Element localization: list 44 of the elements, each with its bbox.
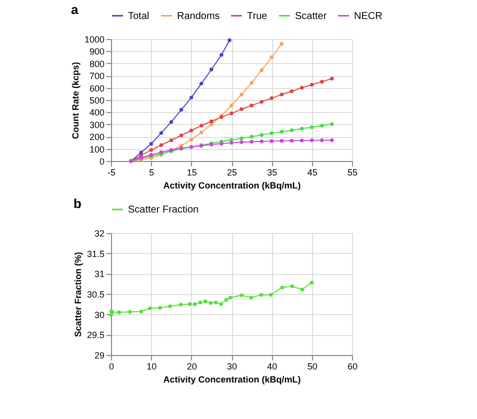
x-tick-label: 25	[226, 168, 238, 178]
chart-title: b	[73, 196, 82, 211]
y-tick-label: 31.5	[86, 248, 104, 259]
y-tick-label: 300	[89, 120, 104, 130]
y-axis-title: Count Rate (kcps)	[70, 62, 80, 140]
x-tick-label: 35	[267, 168, 278, 178]
y-tick-label: 29.5	[86, 330, 104, 340]
y-tick-label: 500	[89, 96, 104, 106]
x-tick-label: 0	[108, 362, 114, 372]
chart-title: a	[70, 2, 79, 17]
y-tick-label: 32	[94, 228, 104, 238]
legend-label: Total	[128, 10, 150, 22]
x-tick-label: -5	[107, 168, 116, 178]
legend-label: Scatter Fraction	[128, 204, 199, 216]
y-tick-label: 200	[89, 132, 104, 142]
y-tick-label: 30	[94, 310, 104, 320]
y-tick-label: 700	[89, 71, 104, 82]
legend-label: True	[247, 10, 268, 22]
x-tick-label: 55	[347, 168, 358, 178]
x-tick-label: 40	[267, 362, 278, 372]
x-tick-label: 20	[186, 362, 197, 372]
x-tick-label: 15	[186, 168, 197, 178]
x-tick-label: 30	[226, 362, 238, 372]
y-tick-label: 100	[89, 144, 104, 154]
x-tick-label: 50	[307, 362, 318, 372]
legend-label: Scatter	[295, 10, 328, 22]
y-tick-label: 29	[94, 350, 104, 360]
y-tick-label: 1000	[84, 34, 104, 44]
y-tick-label: 800	[89, 58, 104, 69]
y-tick-label: 900	[89, 46, 104, 57]
x-tick-label: 45	[307, 168, 318, 178]
y-axis-title: Scatter Fraction (%)	[72, 252, 83, 338]
x-tick-label: 10	[146, 362, 157, 372]
x-tick-label: 60	[347, 362, 358, 372]
legend-label: Randoms	[177, 10, 220, 22]
y-tick-label: 400	[89, 108, 104, 118]
x-tick-label: 5	[149, 168, 154, 178]
legend-label: NECR	[354, 10, 382, 22]
y-tick-label: 30.5	[86, 290, 104, 300]
y-tick-label: 31	[94, 269, 104, 280]
y-tick-label: 600	[89, 83, 104, 94]
y-tick-label: 0	[99, 156, 104, 166]
x-axis-title: Activity Concentration (kBq/mL)	[163, 180, 301, 190]
x-axis-title: Activity Concentration (kBq/mL)	[163, 374, 301, 384]
